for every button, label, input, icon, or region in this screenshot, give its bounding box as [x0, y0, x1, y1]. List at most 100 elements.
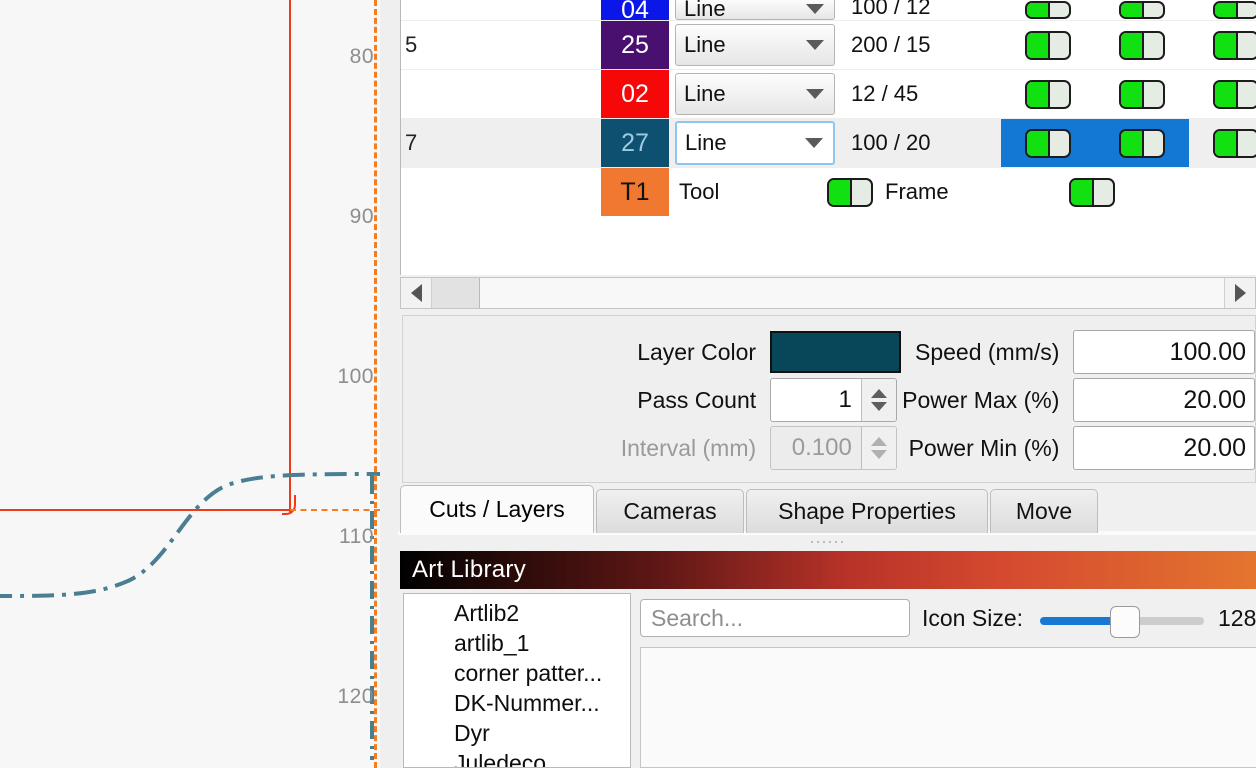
tool-show-toggle-cell[interactable] — [1045, 168, 1139, 216]
output-toggle-cell[interactable] — [1001, 119, 1095, 167]
list-item[interactable]: Juledeco — [454, 750, 547, 768]
table-row[interactable]: 5 25 Line 200 / 15 — [401, 21, 1256, 70]
show-toggle[interactable] — [1119, 1, 1165, 19]
speed-power-value: 100 / 20 — [851, 130, 931, 155]
show-toggle-cell[interactable] — [1095, 0, 1189, 20]
interval-stepper: 0.100 — [770, 426, 897, 470]
frame-toggle-group[interactable]: Frame — [819, 177, 949, 207]
pass-count-label: Pass Count — [637, 386, 757, 413]
show-toggle[interactable] — [1119, 30, 1165, 60]
tab-label: Move — [1015, 498, 1073, 524]
layer-table-hscrollbar[interactable] — [400, 277, 1256, 309]
show-toggle[interactable] — [1119, 128, 1165, 158]
pass-count-value[interactable]: 1 — [838, 386, 852, 413]
table-row[interactable]: 02 Line 12 / 45 — [401, 70, 1256, 119]
tool-show-toggle[interactable] — [1068, 177, 1115, 207]
list-item[interactable]: Dyr — [454, 720, 490, 746]
panel-resize-grip[interactable] — [398, 535, 1256, 549]
speed-label: Speed (mm/s) — [915, 338, 1060, 365]
list-item[interactable]: corner patter... — [454, 660, 603, 686]
art-library-list[interactable]: Artlib2 artlib_1 corner patter... DK-Num… — [403, 593, 631, 768]
canvas-right-gutter — [380, 0, 398, 768]
icon-size-slider[interactable] — [1040, 606, 1204, 638]
output-toggle-cell[interactable] — [1001, 0, 1095, 20]
air-toggle-cell[interactable] — [1189, 70, 1256, 118]
mode-dropdown[interactable]: Line — [675, 24, 835, 66]
power-min-input[interactable]: 20.00 — [1073, 426, 1255, 470]
mode-combo-cell[interactable]: Line — [669, 0, 841, 20]
mode-dropdown[interactable]: Line — [675, 73, 835, 115]
mode-combo-cell[interactable]: Line — [669, 73, 841, 115]
pass-count-stepper[interactable]: 1 — [770, 378, 897, 422]
slider-fill — [1040, 617, 1118, 625]
list-item[interactable]: DK-Nummer... — [454, 690, 600, 716]
ruler-tick-120: 120 — [337, 685, 374, 708]
chevron-up-icon[interactable] — [870, 389, 887, 398]
output-toggle[interactable] — [1025, 1, 1071, 19]
output-toggle[interactable] — [1025, 79, 1071, 109]
scroll-right-button[interactable] — [1224, 278, 1255, 308]
mode-label: Line — [684, 32, 726, 57]
layer-swatch[interactable]: 25 — [601, 21, 669, 69]
air-toggle-cell[interactable] — [1189, 119, 1256, 167]
air-toggle[interactable] — [1213, 1, 1256, 19]
table-row-selected[interactable]: 7 27 Line 100 / 20 — [401, 119, 1256, 168]
layer-color-swatch[interactable] — [770, 331, 901, 373]
air-toggle[interactable] — [1213, 79, 1256, 109]
air-toggle-cell[interactable] — [1189, 0, 1256, 20]
air-toggle-cell[interactable] — [1189, 21, 1256, 69]
mode-dropdown[interactable]: Line — [675, 0, 835, 20]
tool-label: Tool — [679, 179, 720, 204]
pass-count-spin-buttons[interactable] — [860, 379, 896, 421]
output-toggle-cell[interactable] — [1001, 21, 1095, 69]
mode-combo-cell[interactable]: Line — [669, 24, 841, 66]
show-toggle-cell[interactable] — [1095, 21, 1189, 69]
art-library-preview[interactable] — [640, 647, 1256, 768]
mode-combo-cell[interactable]: Line — [669, 121, 841, 165]
workarea-boundary-vertical — [289, 0, 291, 512]
frame-toggle[interactable] — [827, 177, 873, 207]
scroll-left-button[interactable] — [401, 278, 432, 308]
layer-swatch[interactable]: 27 — [601, 119, 669, 167]
design-canvas[interactable]: 80 90 100 110 120 — [0, 0, 398, 768]
layer-swatch[interactable]: 02 — [601, 70, 669, 118]
chevron-down-icon[interactable] — [870, 402, 887, 411]
table-row-tool[interactable]: T1 Tool Frame — [401, 168, 1256, 216]
list-item[interactable]: Artlib2 — [454, 600, 520, 626]
cut-label: 7 — [405, 130, 418, 155]
table-row[interactable]: 04 Line 100 / 12 — [401, 0, 1256, 21]
air-toggle[interactable] — [1213, 128, 1256, 158]
panel-tab-strip[interactable]: Cuts / Layers Cameras Shape Properties M… — [398, 485, 1256, 533]
show-toggle-cell[interactable] — [1095, 119, 1189, 167]
output-toggle[interactable] — [1025, 128, 1071, 158]
shape-curve[interactable] — [0, 460, 398, 768]
cuts-layers-panel: 04 Line 100 / 12 5 25 — [398, 0, 1256, 768]
speed-power-value: 200 / 15 — [851, 32, 931, 57]
show-toggle-cell[interactable] — [1095, 70, 1189, 118]
mode-dropdown[interactable]: Line — [675, 121, 835, 165]
tab-cameras[interactable]: Cameras — [596, 489, 744, 533]
output-toggle-cell[interactable] — [1001, 70, 1095, 118]
tool-swatch[interactable]: T1 — [601, 168, 669, 216]
layer-table[interactable]: 04 Line 100 / 12 5 25 — [400, 0, 1256, 275]
tab-cuts-layers[interactable]: Cuts / Layers — [400, 485, 594, 533]
scrollbar-track[interactable] — [480, 278, 1224, 308]
air-toggle[interactable] — [1213, 30, 1256, 60]
workarea-boundary-corner — [282, 495, 296, 515]
slider-thumb[interactable] — [1110, 606, 1140, 638]
search-input[interactable]: Search... — [640, 599, 910, 637]
chevron-down-icon — [806, 40, 824, 50]
tab-underline — [398, 531, 1256, 535]
show-toggle[interactable] — [1119, 79, 1165, 109]
scrollbar-thumb[interactable] — [432, 278, 480, 308]
interval-spin-buttons — [860, 427, 896, 469]
icon-size-value: 128 — [1218, 605, 1256, 631]
chevron-down-icon — [806, 89, 824, 99]
list-item[interactable]: artlib_1 — [454, 630, 530, 656]
tab-shape-properties[interactable]: Shape Properties — [746, 489, 988, 533]
layer-swatch[interactable]: 04 — [601, 0, 669, 20]
tab-move[interactable]: Move — [990, 489, 1098, 533]
speed-input[interactable]: 100.00 — [1073, 330, 1256, 374]
output-toggle[interactable] — [1025, 30, 1071, 60]
power-max-input[interactable]: 20.00 — [1073, 378, 1255, 422]
